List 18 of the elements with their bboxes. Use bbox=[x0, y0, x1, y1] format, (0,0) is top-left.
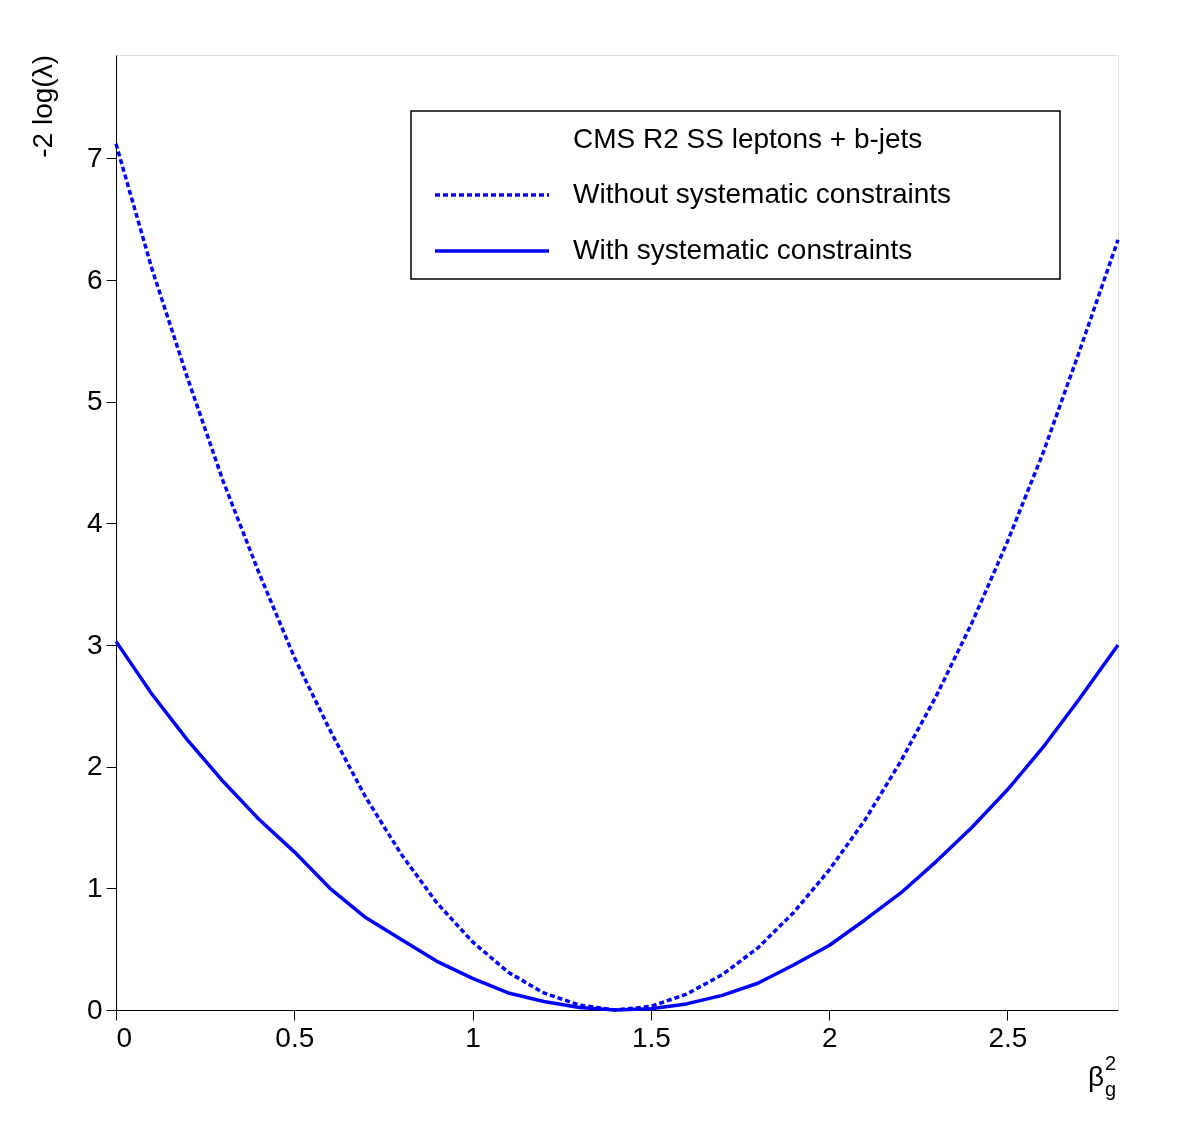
y-tick-label: 7 bbox=[86, 141, 103, 173]
x-tick-label: 0 bbox=[116, 1021, 133, 1053]
y-tick-label: 4 bbox=[86, 506, 103, 538]
legend-label: Without systematic constraints bbox=[573, 178, 952, 209]
y-tick-label: 3 bbox=[86, 628, 103, 660]
x-tick-label: 0.5 bbox=[275, 1021, 315, 1053]
y-tick-label: 0 bbox=[86, 993, 103, 1025]
legend-title: CMS R2 SS leptons + b-jets bbox=[573, 123, 923, 154]
x-tick-label: 2.5 bbox=[988, 1021, 1028, 1053]
y-axis-title: -2 log(λ) bbox=[27, 55, 58, 158]
x-tick-label: 1 bbox=[465, 1021, 481, 1053]
x-tick-label: 2 bbox=[821, 1021, 838, 1053]
y-tick-label: 5 bbox=[86, 385, 103, 417]
y-tick-label: 1 bbox=[86, 871, 103, 903]
y-tick-label: 2 bbox=[86, 750, 103, 782]
y-tick-label: 6 bbox=[86, 263, 103, 295]
x-tick-label: 1.5 bbox=[631, 1021, 671, 1053]
legend-label: With systematic constraints bbox=[573, 234, 913, 265]
